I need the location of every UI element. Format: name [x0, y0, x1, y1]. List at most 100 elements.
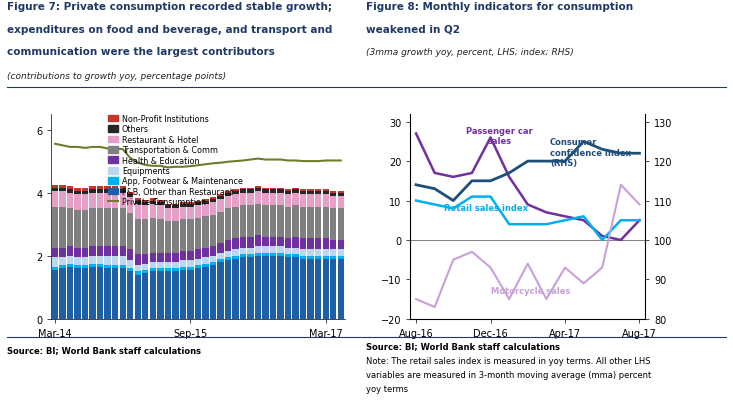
- Bar: [89, 264, 96, 267]
- Bar: [52, 185, 58, 189]
- Bar: [255, 256, 261, 319]
- Bar: [105, 265, 111, 269]
- Bar: [172, 263, 179, 269]
- Bar: [277, 206, 284, 237]
- Bar: [240, 248, 246, 254]
- Bar: [142, 273, 149, 319]
- Bar: [52, 258, 58, 267]
- Bar: [307, 195, 314, 207]
- Bar: [240, 237, 246, 248]
- Bar: [180, 252, 186, 261]
- Bar: [89, 190, 96, 193]
- Text: Note: The retail sales index is measured in yoy terms. All other LHS: Note: The retail sales index is measured…: [366, 356, 651, 365]
- Bar: [240, 206, 246, 237]
- Bar: [255, 191, 261, 204]
- Bar: [330, 191, 336, 193]
- Bar: [150, 218, 156, 253]
- Bar: [82, 189, 89, 191]
- Bar: [323, 239, 329, 250]
- Bar: [150, 253, 156, 263]
- Bar: [119, 247, 126, 256]
- Bar: [232, 259, 239, 319]
- Text: Source: BI; World Bank staff calculations: Source: BI; World Bank staff calculation…: [7, 346, 202, 355]
- Bar: [292, 189, 299, 190]
- Bar: [112, 190, 119, 193]
- Bar: [127, 269, 133, 272]
- Bar: [75, 195, 81, 211]
- Bar: [202, 200, 209, 201]
- Bar: [180, 204, 186, 207]
- Bar: [300, 207, 306, 239]
- Bar: [127, 193, 133, 195]
- Bar: [240, 190, 246, 193]
- Bar: [75, 248, 81, 258]
- Bar: [59, 185, 66, 189]
- Bar: [97, 264, 103, 267]
- Bar: [180, 267, 186, 270]
- Bar: [217, 195, 224, 196]
- Bar: [165, 272, 171, 319]
- Bar: [240, 258, 246, 319]
- Bar: [82, 195, 89, 211]
- Bar: [285, 239, 291, 248]
- Bar: [180, 220, 186, 252]
- Bar: [67, 190, 73, 193]
- Bar: [187, 202, 194, 204]
- Text: yoy terms: yoy terms: [366, 384, 408, 393]
- Bar: [330, 256, 336, 259]
- Bar: [52, 267, 58, 270]
- Bar: [119, 269, 126, 319]
- Bar: [150, 204, 156, 218]
- Bar: [338, 259, 344, 319]
- Bar: [262, 253, 269, 256]
- Bar: [165, 204, 171, 206]
- Bar: [82, 265, 89, 269]
- Bar: [292, 206, 299, 237]
- Text: weakened in Q2: weakened in Q2: [366, 25, 460, 34]
- Bar: [255, 253, 261, 256]
- Bar: [187, 204, 194, 207]
- Bar: [165, 269, 171, 272]
- Bar: [172, 206, 179, 209]
- Text: Figure 8: Monthly indicators for consumption: Figure 8: Monthly indicators for consump…: [366, 2, 633, 12]
- Bar: [270, 193, 276, 206]
- Bar: [307, 239, 314, 250]
- Bar: [225, 209, 231, 240]
- Bar: [255, 189, 261, 191]
- Bar: [150, 272, 156, 319]
- Bar: [262, 193, 269, 206]
- Bar: [157, 200, 163, 202]
- Bar: [165, 209, 171, 222]
- Bar: [225, 193, 231, 196]
- Bar: [315, 195, 321, 207]
- Bar: [270, 253, 276, 256]
- Bar: [52, 189, 58, 191]
- Bar: [232, 256, 239, 259]
- Bar: [330, 259, 336, 319]
- Bar: [323, 256, 329, 259]
- Bar: [307, 191, 314, 195]
- Bar: [285, 207, 291, 239]
- Bar: [75, 211, 81, 248]
- Bar: [307, 256, 314, 259]
- Text: expenditures on food and beverage, and transport and: expenditures on food and beverage, and t…: [7, 25, 333, 34]
- Bar: [285, 190, 291, 191]
- Bar: [217, 259, 224, 263]
- Bar: [338, 250, 344, 256]
- Bar: [255, 247, 261, 253]
- Bar: [315, 190, 321, 191]
- Bar: [202, 264, 209, 267]
- Bar: [119, 209, 126, 247]
- Bar: [330, 209, 336, 240]
- Bar: [323, 207, 329, 239]
- Bar: [89, 256, 96, 264]
- Bar: [210, 263, 216, 265]
- Bar: [157, 263, 163, 269]
- Bar: [225, 258, 231, 261]
- Text: communication were the largest contributors: communication were the largest contribut…: [7, 47, 275, 57]
- Bar: [195, 206, 201, 218]
- Bar: [165, 253, 171, 263]
- Bar: [292, 248, 299, 254]
- Bar: [240, 193, 246, 206]
- Bar: [97, 190, 103, 193]
